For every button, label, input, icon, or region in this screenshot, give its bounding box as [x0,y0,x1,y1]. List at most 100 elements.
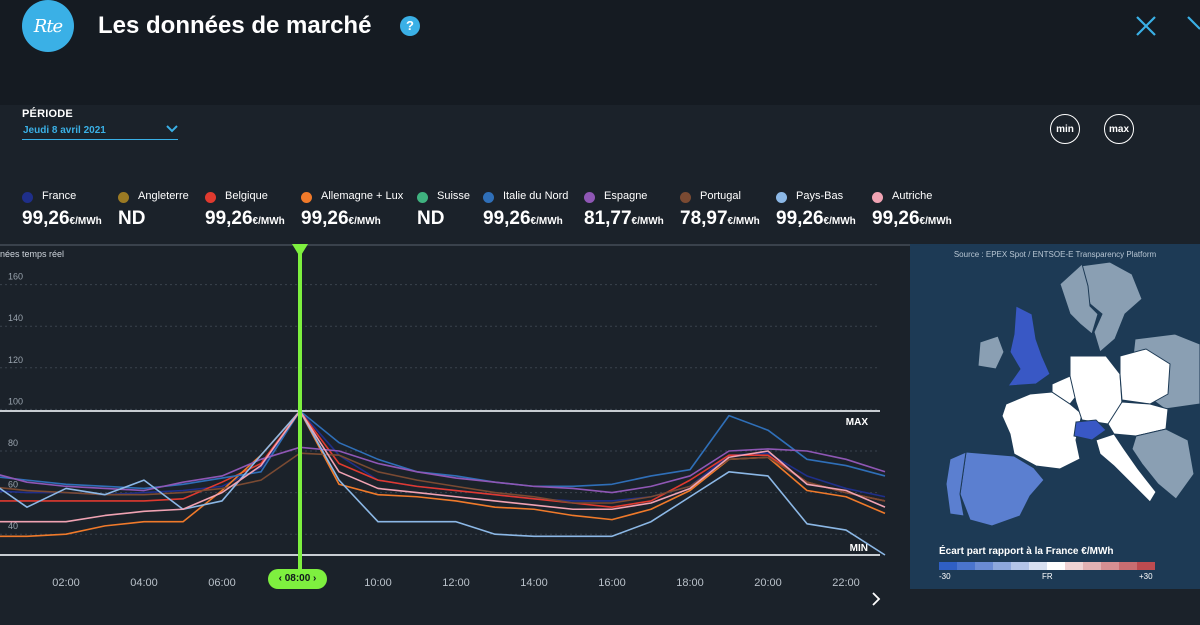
x-tick-label: 12:00 [442,577,470,589]
legend-swatch [1137,562,1155,570]
map-legend-scale [939,562,1155,570]
country-name: Autriche [892,190,933,202]
x-tick-label: 04:00 [130,577,158,589]
series-line-portugal [0,452,886,504]
time-cursor-marker [292,244,308,257]
legend-swatch [1065,562,1083,570]
period-dropdown[interactable]: Jeudi 8 avril 2021 [22,122,178,140]
close-icon[interactable] [1132,12,1160,40]
price-unit: €/MWh [727,216,760,227]
legend-swatch [1011,562,1029,570]
price-value: 99,26 [776,208,824,229]
country-color-dot [584,192,595,203]
country-color-dot [483,192,494,203]
period-value: Jeudi 8 avril 2021 [23,125,106,136]
series-line-pays-bas [0,410,886,556]
legend-swatch [975,562,993,570]
y-tick-label: 120 [8,355,23,365]
time-cursor-handle[interactable]: ‹ 08:00 › [268,569,327,589]
series-line-belgique [0,410,886,508]
map-region-balkans [1131,428,1195,500]
logo-text: Rte [33,15,63,37]
country-color-dot [205,192,216,203]
legend-swatch [1119,562,1137,570]
price-chart-svg: 160 140 120 100 80 60 40 MAX MIN 02:00 04:00 06:00 1… [0,244,910,589]
price-value: 99,26 [22,208,70,229]
y-tick-label: 60 [8,480,18,490]
legend-swatch [993,562,1011,570]
country-color-dot [776,192,787,203]
map-source: Source : EPEX Spot / ENTSOE-E Transparen… [953,250,1157,259]
price-unit: €/MWh [919,216,952,227]
country-price: ND [417,208,444,230]
price-value: 81,77 [584,208,632,229]
x-tick-label: 02:00 [52,577,80,589]
country-price: 81,77€/MWh [584,208,664,230]
map-region-poland [1119,348,1171,405]
price-unit: €/MWh [252,216,285,227]
map-region-ireland [977,335,1005,370]
europe-map[interactable] [910,244,1200,544]
x-tick-label: 16:00 [598,577,626,589]
country-price: 99,26€/MWh [483,208,563,230]
country-price: 99,26€/MWh [22,208,102,230]
country-name: Belgique [225,190,268,202]
map-region-central [1107,401,1169,437]
legend-max: +30 [1139,572,1153,581]
rte-logo[interactable]: Rte [22,0,74,52]
country-name: Portugal [700,190,741,202]
country-name: Angleterre [138,190,189,202]
chart-caption: nées temps réel [0,249,65,259]
country-price: ND [118,208,145,230]
series-line-espagne [0,446,886,494]
min-label: MIN [850,543,868,554]
country-price: 78,97€/MWh [680,208,760,230]
country-price: 99,26€/MWh [205,208,285,230]
max-button[interactable]: max [1104,114,1134,144]
legend-swatch [1029,562,1047,570]
chevron-right-icon[interactable] [870,591,882,607]
x-tick-label: 22:00 [832,577,860,589]
legend-swatch [939,562,957,570]
x-tick-label: 14:00 [520,577,548,589]
help-icon[interactable]: ? [400,16,420,36]
price-value: 78,97 [680,208,728,229]
legend-swatch [957,562,975,570]
series-line-autriche [0,410,886,523]
country-color-dot [118,192,129,203]
map-legend-title: Écart part rapport à la France €/MWh [939,546,1114,557]
selected-time: 08:00 [284,573,311,584]
y-tick-label: 80 [8,438,18,448]
y-tick-label: 160 [8,272,23,282]
legend-swatch [1083,562,1101,570]
top-bar: Rte Les données de marché ? [0,0,1200,105]
country-name: Espagne [604,190,648,202]
page-title: Les données de marché [98,12,372,39]
x-tick-label: 10:00 [364,577,392,589]
country-color-dot [872,192,883,203]
chevron-down-icon [166,125,178,133]
country-name: France [42,190,77,202]
price-value: 99,26 [301,208,349,229]
x-tick-label: 20:00 [754,577,782,589]
y-tick-label: 100 [8,396,23,406]
partial-close-icon[interactable] [1184,12,1200,40]
legend-swatch [1101,562,1119,570]
country-color-dot [680,192,691,203]
price-unit: €/MWh [69,216,102,227]
x-tick-label: 18:00 [676,577,704,589]
map-region-switzerland [1073,419,1107,441]
period-label: PÉRIODE [22,108,73,120]
map-region-spain [959,451,1045,527]
legend-swatch [1047,562,1065,570]
min-button[interactable]: min [1050,114,1080,144]
price-value: ND [417,208,445,229]
country-color-dot [301,192,312,203]
map-region-norway [1059,263,1099,335]
price-unit: €/MWh [823,216,856,227]
price-value: 99,26 [872,208,920,229]
map-region-italy [1095,433,1157,503]
x-tick-label: 06:00 [208,577,236,589]
series-line-italie-du-nord [0,410,886,490]
max-label: MAX [846,417,869,428]
